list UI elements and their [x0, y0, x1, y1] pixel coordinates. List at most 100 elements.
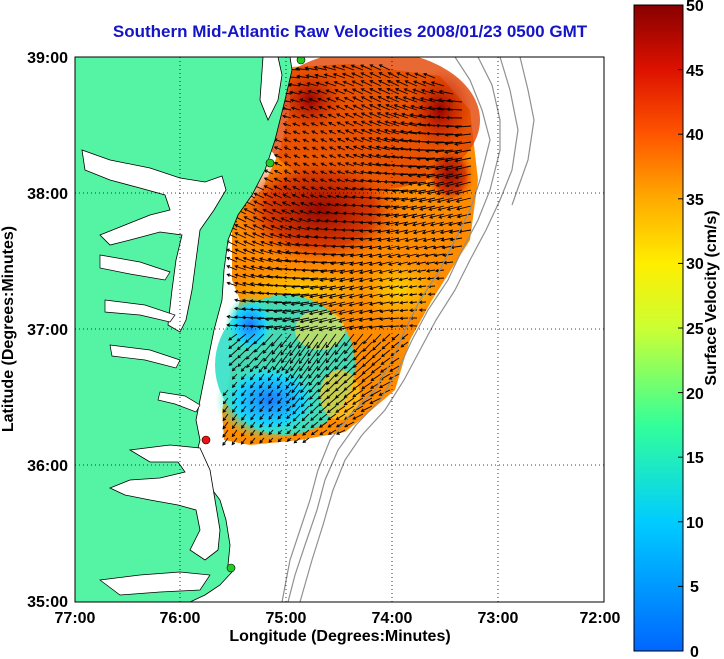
velocity-arrow: [329, 285, 346, 290]
velocity-arrow-head: [300, 285, 304, 290]
velocity-arrow: [271, 333, 283, 347]
velocity-arrow: [361, 120, 373, 127]
velocity-arrow-head: [406, 261, 411, 266]
velocity-arrow: [320, 138, 328, 143]
velocity-arrow: [303, 162, 310, 167]
velocity-arrow-head: [222, 433, 226, 438]
velocity-arrow-head: [280, 351, 284, 356]
velocity-arrow: [361, 405, 373, 412]
velocity-arrow: [302, 186, 310, 191]
velocity-arrow-head: [273, 309, 277, 314]
velocity-arrow: [343, 89, 355, 95]
velocity-arrow: [369, 285, 382, 290]
velocity-arrow: [277, 381, 283, 389]
velocity-arrow-head: [282, 275, 287, 280]
velocity-arrow-head: [318, 114, 323, 118]
colorbar-tick: 25: [686, 321, 704, 338]
velocity-arrow-head: [314, 226, 319, 231]
velocity-arrow: [327, 105, 337, 111]
velocity-arrow: [301, 397, 310, 407]
velocity-arrow: [336, 187, 346, 191]
velocity-arrow: [344, 381, 355, 391]
velocity-arrow-head: [300, 277, 305, 281]
velocity-arrow: [421, 89, 436, 95]
colorbar-tick: 10: [686, 515, 704, 532]
velocity-arrow: [235, 273, 247, 279]
velocity-arrow: [299, 349, 310, 364]
velocity-arrow-head: [447, 214, 452, 219]
velocity-arrow: [428, 205, 445, 211]
velocity-arrow: [268, 421, 274, 428]
velocity-arrow: [307, 333, 319, 349]
velocity-arrow-head: [432, 245, 437, 250]
velocity-arrow-head: [291, 276, 296, 281]
velocity-arrow: [372, 349, 382, 359]
velocity-arrow-head: [273, 292, 278, 296]
velocity-arrow-head: [431, 238, 436, 242]
velocity-arrow-head: [321, 252, 326, 257]
velocity-arrow-head: [319, 278, 324, 282]
velocity-arrow: [328, 187, 337, 191]
velocity-arrow-head: [368, 270, 373, 275]
velocity-arrow: [302, 122, 310, 127]
velocity-arrow-head: [348, 303, 353, 307]
velocity-arrow-head: [416, 165, 421, 170]
velocity-arrow-head: [226, 256, 231, 261]
velocity-arrow-head: [309, 294, 314, 299]
velocity-arrow-head: [378, 64, 383, 68]
velocity-arrow-head: [383, 171, 387, 176]
velocity-arrow-head: [403, 88, 408, 92]
velocity-arrow-head: [407, 269, 412, 274]
velocity-arrow: [362, 357, 373, 367]
velocity-arrow: [345, 179, 355, 183]
velocity-arrow-head: [263, 177, 268, 181]
velocity-arrow-head: [335, 105, 340, 109]
velocity-arrow-head: [397, 262, 402, 266]
velocity-arrow: [310, 285, 328, 289]
velocity-arrow: [329, 146, 337, 151]
velocity-arrow: [245, 341, 256, 352]
velocity-arrow-head: [434, 141, 439, 145]
velocity-arrow: [392, 189, 409, 192]
velocity-arrow-head: [233, 306, 238, 311]
velocity-arrow: [388, 72, 400, 79]
velocity-arrow: [455, 125, 472, 128]
velocity-arrow: [336, 105, 346, 111]
velocity-arrow: [339, 293, 355, 299]
velocity-arrow: [402, 205, 418, 210]
velocity-arrow: [387, 237, 400, 242]
velocity-arrow: [290, 210, 301, 215]
velocity-arrow: [404, 88, 418, 95]
velocity-arrow-head: [326, 402, 331, 407]
velocity-arrow: [274, 317, 292, 321]
velocity-arrow-head: [279, 225, 284, 229]
velocity-arrow: [353, 121, 364, 127]
velocity-arrow-head: [375, 188, 380, 192]
velocity-arrow: [259, 413, 265, 420]
velocity-arrow-head: [265, 300, 269, 304]
velocity-arrow-head: [285, 250, 290, 254]
velocity-arrow-head: [368, 112, 373, 116]
velocity-arrow: [413, 229, 427, 234]
velocity-arrow: [401, 113, 418, 119]
velocity-arrow: [222, 421, 229, 429]
velocity-arrow: [381, 357, 391, 365]
velocity-arrow-head: [391, 146, 395, 150]
velocity-arrow-head: [305, 226, 310, 231]
velocity-arrow: [309, 98, 319, 103]
velocity-arrow: [343, 373, 355, 384]
velocity-arrow-head: [349, 245, 354, 250]
velocity-arrow: [393, 112, 409, 119]
velocity-arrow-head: [293, 154, 298, 158]
velocity-arrow-head: [240, 368, 245, 372]
velocity-arrow: [378, 253, 391, 258]
velocity-arrow-head: [444, 175, 449, 179]
velocity-arrow: [353, 349, 364, 361]
velocity-arrow-head: [250, 416, 254, 421]
velocity-arrow: [408, 173, 427, 177]
velocity-arrow: [417, 157, 436, 160]
velocity-arrow: [282, 325, 301, 330]
velocity-arrow-head: [299, 106, 304, 110]
velocity-arrow: [431, 81, 445, 87]
